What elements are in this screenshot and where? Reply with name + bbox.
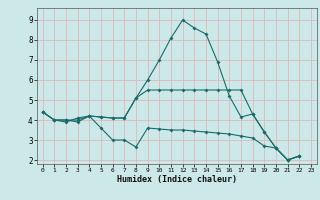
X-axis label: Humidex (Indice chaleur): Humidex (Indice chaleur) xyxy=(117,175,237,184)
